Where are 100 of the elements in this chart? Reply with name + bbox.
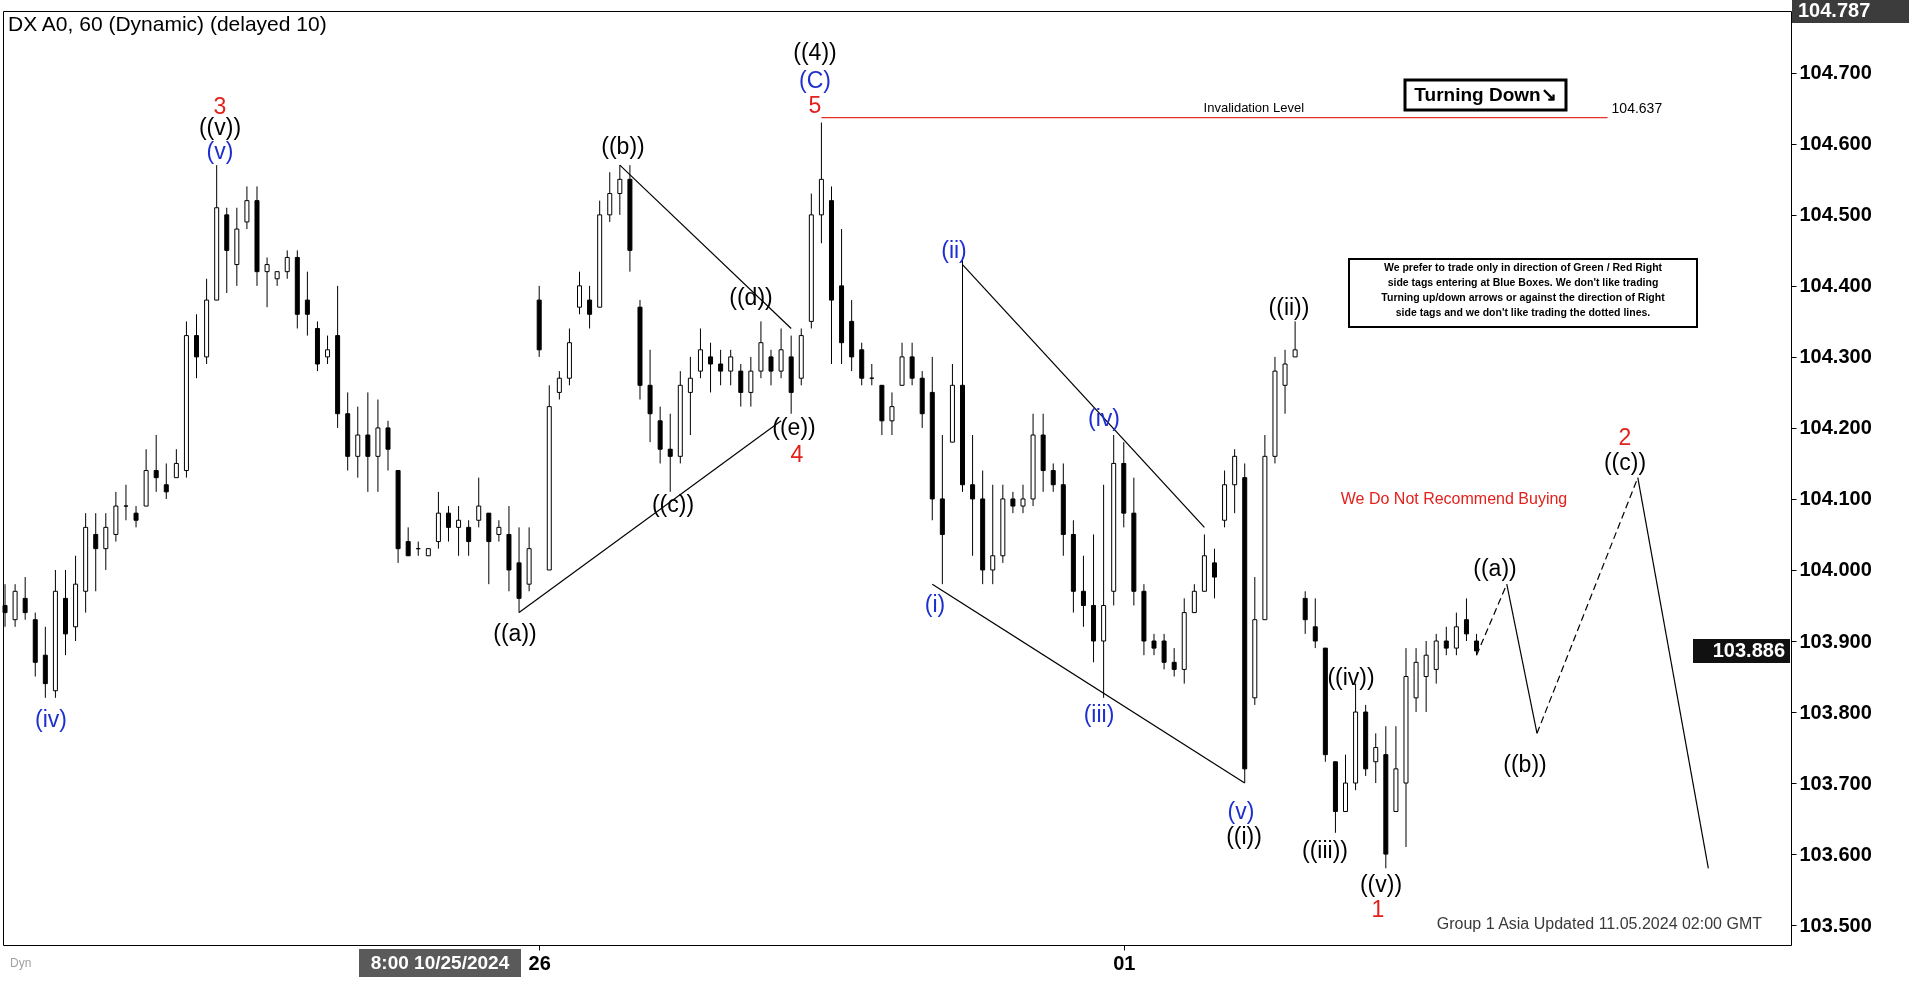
candlestick bbox=[476, 477, 482, 528]
candlestick bbox=[325, 335, 331, 365]
candlestick bbox=[1282, 349, 1288, 415]
candlestick bbox=[1191, 583, 1197, 614]
y-tick-label: 104.400 bbox=[1799, 274, 1872, 297]
y-tick-label: 104.000 bbox=[1799, 558, 1872, 581]
annotation: ((a)) bbox=[493, 620, 537, 646]
candlestick bbox=[133, 505, 139, 528]
candlestick bbox=[355, 406, 361, 479]
x-tick-label: 26 bbox=[528, 951, 551, 974]
candlestick bbox=[456, 505, 462, 557]
candlestick bbox=[284, 249, 290, 280]
x-tick-label: 01 bbox=[1113, 951, 1136, 974]
candlestick bbox=[556, 370, 562, 401]
candlestick bbox=[103, 512, 109, 571]
annotation: ((c)) bbox=[1603, 449, 1647, 475]
y-tick-label: 104.600 bbox=[1799, 132, 1872, 155]
annotation: ((b)) bbox=[1503, 751, 1547, 777]
candlestick bbox=[1211, 548, 1217, 599]
candlestick bbox=[1423, 640, 1429, 713]
annotation: Group 1 Asia Updated 11.05.2024 02:00 GMT bbox=[1436, 915, 1763, 932]
candlestick bbox=[1010, 491, 1016, 514]
candlestick bbox=[22, 576, 28, 621]
annotation: (iii) bbox=[1083, 701, 1115, 727]
annotation: (iv) bbox=[35, 706, 67, 732]
candlestick bbox=[889, 391, 895, 436]
candlestick bbox=[1463, 597, 1469, 642]
candlestick bbox=[274, 271, 280, 287]
annotation: 5 bbox=[808, 92, 822, 118]
candlestick bbox=[173, 448, 179, 479]
candlestick bbox=[445, 505, 451, 543]
chart-title: DX A0, 60 (Dynamic) (delayed 10) bbox=[8, 12, 327, 35]
candlestick bbox=[304, 271, 310, 337]
candlestick bbox=[496, 519, 502, 543]
candlestick bbox=[1080, 555, 1086, 628]
series-label: Invalidation Level bbox=[1203, 99, 1305, 115]
candlestick bbox=[909, 342, 915, 386]
candlestick bbox=[405, 526, 411, 557]
annotation: 4 bbox=[790, 441, 804, 467]
annotation: 1 bbox=[1371, 896, 1385, 922]
annotation: (v) bbox=[1227, 798, 1255, 824]
annotation: ((4)) bbox=[793, 39, 837, 65]
candlestick bbox=[1443, 626, 1449, 656]
candlestick bbox=[728, 349, 734, 386]
candlestick bbox=[778, 327, 784, 379]
candlestick bbox=[607, 171, 613, 223]
candlestick bbox=[697, 327, 703, 379]
annotation: ((ii)) bbox=[1268, 294, 1310, 320]
annotation: ((e)) bbox=[772, 414, 816, 440]
candlestick bbox=[365, 391, 371, 493]
y-tick-label: 103.700 bbox=[1799, 771, 1872, 794]
y-tick-label: 104.100 bbox=[1799, 487, 1872, 510]
y-tick-label: 103.900 bbox=[1799, 629, 1872, 652]
candlestick bbox=[1312, 597, 1318, 649]
candlestick bbox=[1161, 633, 1167, 670]
y-tick-label: 104.300 bbox=[1799, 345, 1872, 368]
candlestick bbox=[768, 349, 774, 386]
annotation: (C) bbox=[799, 67, 831, 93]
candlestick bbox=[1151, 633, 1157, 656]
candlestick bbox=[748, 356, 754, 408]
candlestick bbox=[194, 313, 200, 379]
annotation: We Do Not Recommend Buying bbox=[1340, 490, 1568, 507]
text: 8:00 10/25/2024 bbox=[370, 952, 510, 973]
annotation: 2 bbox=[1618, 424, 1632, 450]
y-tick-label: 104.200 bbox=[1799, 416, 1872, 439]
candlestick bbox=[123, 484, 129, 521]
annotation: ((i)) bbox=[1226, 823, 1262, 849]
candlestick bbox=[153, 434, 159, 493]
candlestick bbox=[163, 462, 169, 500]
y-tick-label: 103.600 bbox=[1799, 842, 1872, 865]
text: Dyn bbox=[10, 956, 32, 970]
candlestick bbox=[970, 434, 976, 557]
annotation: Turning Down↘ bbox=[1414, 84, 1557, 105]
annotation: ((b)) bbox=[601, 133, 645, 159]
annotation: We prefer to trade only in direction of Green / Red Right side tags entering at Blue Boxes. We don't like trading Turning up/down arrows or against the direction of Right side tags and we don't like trading the dotted lines. bbox=[1381, 261, 1666, 318]
annotation: ((iv)) bbox=[1327, 664, 1375, 690]
candlestick bbox=[738, 363, 744, 408]
annotation: ((v)) bbox=[1359, 871, 1403, 897]
candlestick bbox=[264, 256, 270, 308]
candlestick bbox=[385, 420, 391, 472]
candlestick bbox=[718, 349, 724, 386]
annotation: (i) bbox=[924, 591, 946, 617]
candlestick bbox=[466, 519, 472, 557]
text: 104.787 bbox=[1798, 0, 1871, 21]
candlestick bbox=[990, 484, 996, 585]
candlestick bbox=[577, 271, 583, 315]
y-tick-label: 104.500 bbox=[1799, 203, 1872, 226]
candlestick bbox=[244, 185, 250, 230]
annotation: (ii) bbox=[941, 237, 967, 263]
candlestick bbox=[1292, 320, 1298, 358]
candlestick bbox=[1020, 484, 1026, 514]
annotation: 103.886 bbox=[1712, 639, 1785, 661]
candlestick bbox=[687, 356, 693, 436]
annotation: ((iii)) bbox=[1302, 837, 1348, 863]
data-label: 104.637 bbox=[1611, 99, 1663, 116]
candlestick bbox=[93, 512, 99, 592]
y-tick-label: 103.800 bbox=[1799, 700, 1872, 723]
y-tick-label: 103.500 bbox=[1799, 913, 1872, 936]
candlestick bbox=[708, 342, 714, 393]
candlestick bbox=[1453, 612, 1459, 656]
